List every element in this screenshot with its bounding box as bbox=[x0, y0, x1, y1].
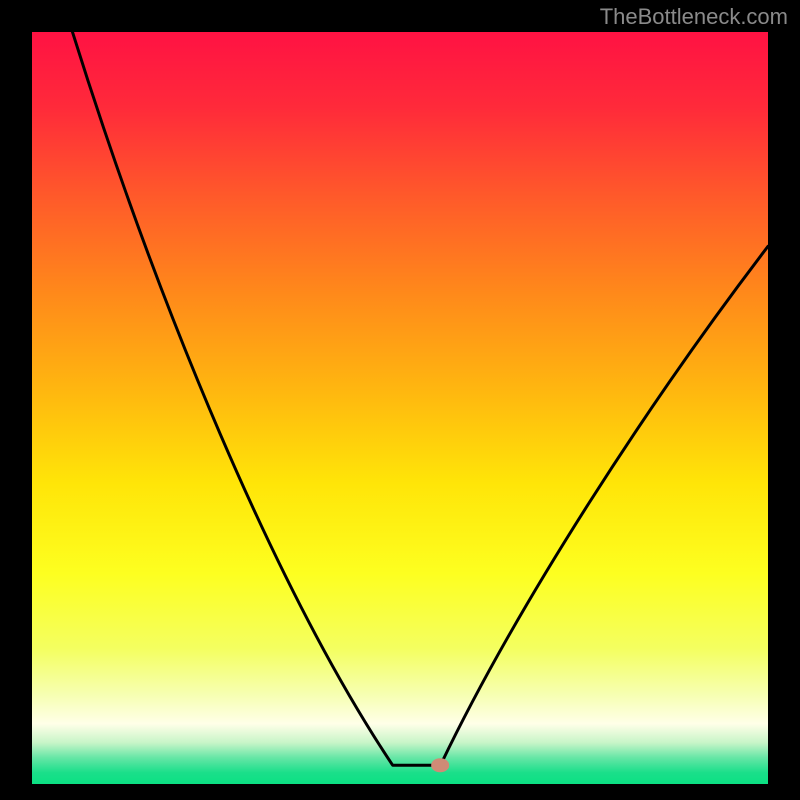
curve-line bbox=[72, 32, 768, 765]
watermark-text: TheBottleneck.com bbox=[600, 4, 788, 30]
plot-area bbox=[32, 32, 768, 784]
curve-svg bbox=[32, 32, 768, 784]
data-marker bbox=[432, 758, 450, 772]
